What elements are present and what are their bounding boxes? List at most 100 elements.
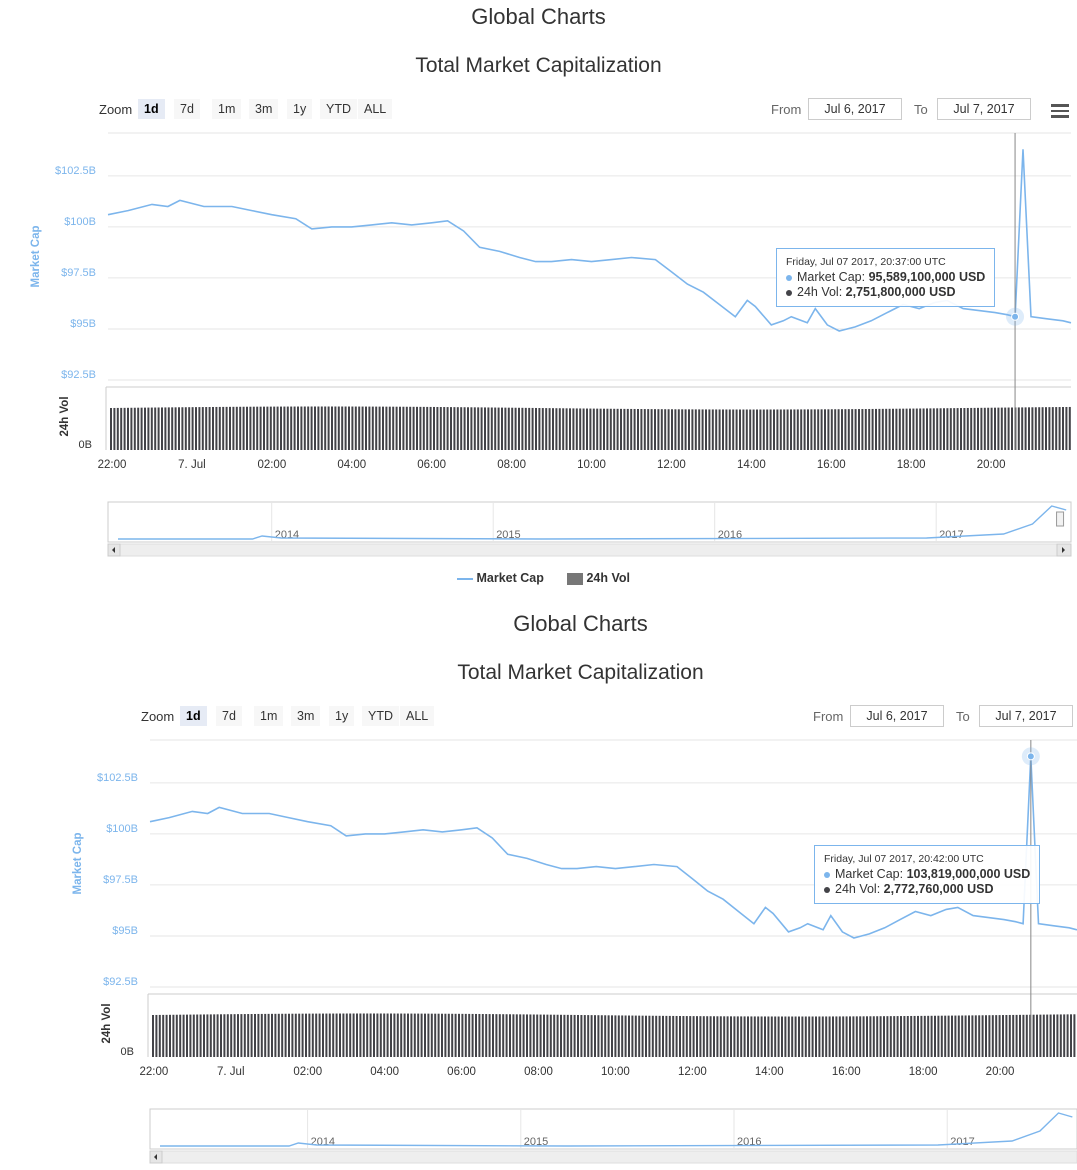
x-tick-label: 20:00	[986, 1066, 1015, 1078]
volume-bar	[871, 408, 874, 450]
volume-bar	[284, 1013, 287, 1057]
volume-bar	[981, 1015, 984, 1057]
volume-bar	[443, 407, 446, 450]
volume-bar	[356, 1013, 358, 1057]
volume-bar	[322, 1013, 324, 1057]
from-date-input[interactable]	[808, 98, 902, 120]
volume-bar	[470, 407, 473, 450]
legend-24h-vol[interactable]: 24h Vol	[567, 571, 630, 585]
zoom-ytd-button[interactable]: YTD	[320, 99, 357, 119]
volume-bar	[875, 408, 877, 450]
volume-bar	[1068, 406, 1071, 450]
volume-bar	[889, 1016, 892, 1057]
volume-bar	[885, 408, 888, 450]
volume-bar	[179, 1014, 182, 1057]
volume-bar	[597, 1015, 600, 1057]
volume-bar	[281, 1013, 284, 1057]
zoom-3m-button[interactable]: 3m	[291, 706, 321, 726]
volume-bar	[383, 1013, 386, 1057]
navigator-series	[160, 1112, 1073, 1147]
volume-bar	[521, 407, 524, 450]
volume-bar	[1032, 1014, 1035, 1057]
from-date-input[interactable]	[850, 705, 944, 727]
volume-bar	[213, 1014, 216, 1057]
volume-bar	[110, 408, 112, 450]
volume-bar	[546, 1014, 549, 1057]
volume-bar	[844, 409, 847, 450]
volume-bar	[325, 1013, 328, 1057]
volume-bar	[745, 409, 748, 450]
y2-axis-title: 24h Vol	[101, 1003, 113, 1043]
zoom-1y-button[interactable]: 1y	[329, 706, 355, 726]
volume-bar	[1005, 1015, 1008, 1057]
volume-bar	[233, 1014, 236, 1057]
to-label: To	[956, 709, 970, 724]
volume-bar	[502, 1014, 505, 1057]
tooltip-mcap-value: 95,589,100,000 USD	[868, 270, 986, 284]
zoom-all-button[interactable]: ALL	[400, 706, 435, 726]
x-tick-label: 22:00	[139, 1066, 168, 1078]
volume-bar	[1017, 407, 1020, 450]
volume-bar	[1049, 1014, 1052, 1057]
volume-bar	[260, 1013, 263, 1057]
volume-bar	[947, 1015, 950, 1057]
volume-bar	[743, 1016, 746, 1057]
volume-bar	[290, 406, 293, 450]
volume-bar	[872, 1016, 875, 1057]
tooltip-timestamp: Friday, Jul 07 2017, 20:42:00 UTC	[824, 853, 984, 865]
volume-bar	[858, 409, 860, 450]
zoom-1m-button[interactable]: 1m	[254, 706, 284, 726]
volume-bar	[807, 409, 809, 450]
volume-bar	[733, 1016, 736, 1057]
zoom-3m-button[interactable]: 3m	[249, 99, 279, 119]
volume-bar	[410, 1013, 413, 1057]
volume-bar	[186, 1014, 188, 1057]
volume-bar	[851, 409, 854, 450]
volume-bar	[519, 1014, 522, 1057]
volume-bar	[439, 407, 442, 450]
volume-bar	[1012, 1014, 1015, 1057]
volume-bar	[943, 408, 945, 450]
volume-bar	[259, 406, 262, 450]
volume-bar	[267, 1013, 270, 1057]
volume-bar	[824, 409, 826, 450]
volume-bar	[682, 1016, 685, 1057]
volume-bar	[409, 406, 412, 450]
zoom-7d-button[interactable]: 7d	[174, 99, 200, 119]
legend-market-cap[interactable]: Market Cap	[457, 571, 544, 585]
y2-tick-label: 0B	[121, 1046, 134, 1058]
zoom-1d-button[interactable]: 1d	[180, 706, 207, 726]
x-tick-label: 20:00	[977, 459, 1006, 471]
volume-bar	[654, 409, 656, 450]
zoom-1y-button[interactable]: 1y	[287, 99, 313, 119]
volume-bar	[288, 1013, 290, 1057]
zoom-1d-button[interactable]: 1d	[138, 99, 165, 119]
volume-bar	[614, 1015, 617, 1057]
zoom-7d-button[interactable]: 7d	[216, 706, 242, 726]
volume-bar	[400, 1013, 403, 1057]
volume-bar	[422, 406, 425, 450]
volume-bar	[451, 1013, 454, 1057]
volume-bar	[266, 406, 269, 450]
hamburger-menu-icon[interactable]	[1051, 104, 1069, 118]
to-date-input[interactable]	[937, 98, 1031, 120]
volume-bar	[624, 1015, 627, 1057]
volume-bar	[895, 408, 898, 450]
volume-bar	[1066, 1014, 1069, 1057]
zoom-all-button[interactable]: ALL	[358, 99, 393, 119]
volume-bar	[852, 1016, 855, 1057]
volume-bar	[611, 1015, 613, 1057]
zoom-ytd-button[interactable]: YTD	[362, 706, 399, 726]
zoom-1m-button[interactable]: 1m	[212, 99, 242, 119]
volume-bar	[191, 407, 194, 450]
volume-bar	[736, 1016, 739, 1057]
volume-bar	[216, 1014, 219, 1057]
to-date-input[interactable]	[979, 705, 1073, 727]
volume-bar	[920, 1015, 923, 1057]
volume-bar	[1046, 1014, 1049, 1057]
volume-bar	[909, 408, 911, 450]
from-label: From	[813, 709, 844, 724]
volume-bar	[252, 406, 255, 450]
volume-bar	[188, 407, 191, 450]
volume-bar	[1059, 1014, 1062, 1057]
